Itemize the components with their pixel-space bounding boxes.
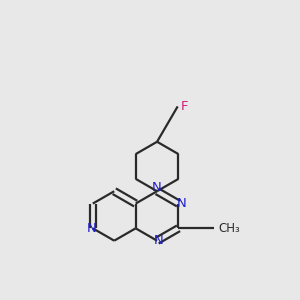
Text: N: N bbox=[152, 181, 162, 194]
Text: F: F bbox=[181, 100, 189, 113]
Text: N: N bbox=[87, 222, 97, 235]
Text: CH₃: CH₃ bbox=[218, 222, 240, 235]
Text: N: N bbox=[153, 234, 163, 247]
Text: N: N bbox=[177, 197, 186, 210]
